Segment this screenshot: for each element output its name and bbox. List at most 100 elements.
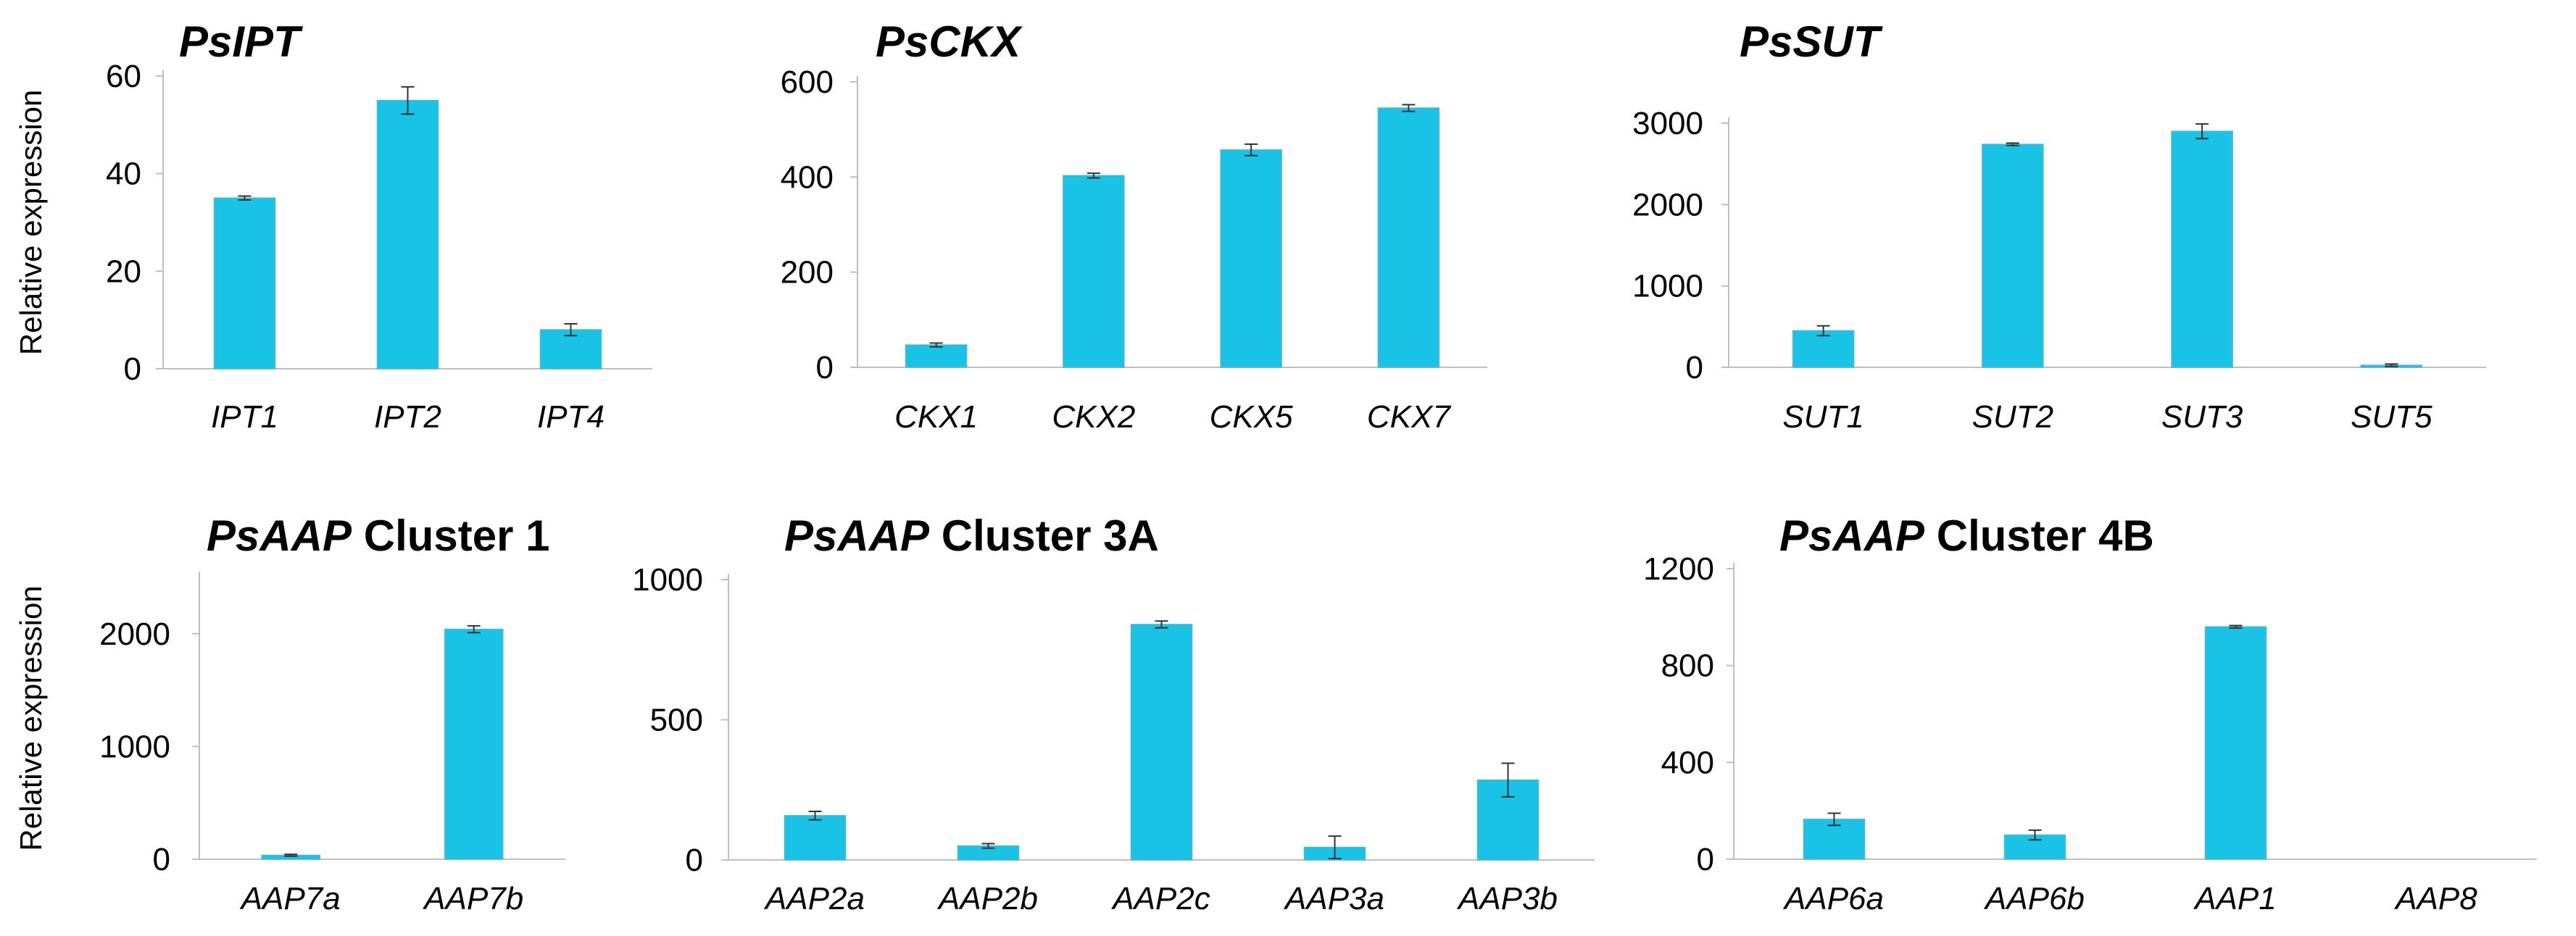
category-label: AAP2a: [763, 881, 865, 916]
category-label: AAP6a: [1782, 881, 1884, 916]
chart-title-gene: PsCKX: [876, 17, 1023, 66]
error-bar-aap6a: [1827, 812, 1841, 827]
chart-title-suffix: Cluster 4B: [1924, 511, 2154, 560]
error-bar-aap7b: [467, 624, 481, 634]
y-tick-label: 400: [1661, 745, 1714, 780]
bar-ckx1: [905, 344, 968, 368]
y-tick-label: 2000: [99, 617, 170, 652]
error-bar-ipt4: [564, 323, 578, 337]
y-tick-label: 60: [106, 59, 141, 94]
error-bar-ckx7: [1402, 104, 1416, 112]
y-tick-label: 0: [124, 351, 141, 387]
category-label: AAP6b: [1983, 881, 2085, 916]
bar-aap1: [2204, 626, 2267, 860]
error-bar-aap2b: [981, 843, 995, 849]
error-bar-ckx1: [929, 342, 943, 348]
chart-title-gene: PsAAP: [207, 511, 352, 560]
y-tick-label: 500: [650, 703, 703, 738]
bar-ckx5: [1220, 149, 1282, 368]
bar-aap2a: [784, 815, 847, 861]
category-label: IPT2: [374, 399, 441, 435]
category-label: AAP3b: [1456, 881, 1558, 916]
error-bar-sut5: [2385, 363, 2398, 367]
category-label: SUT1: [1782, 399, 1864, 435]
y-tick-label: 1000: [632, 562, 703, 598]
chart-title-suffix: Cluster 1: [352, 511, 549, 560]
bar-ckx2: [1063, 175, 1125, 368]
chart-title: PsCKX: [876, 17, 1023, 66]
y-tick-label: 1200: [1643, 551, 1714, 587]
error-bar-aap3a: [1328, 835, 1342, 860]
chart-title: PsAAP Cluster 3A: [784, 511, 1159, 560]
error-bar-sut3: [2195, 123, 2209, 140]
bar-sut3: [2171, 130, 2233, 368]
error-bar-aap7a: [284, 853, 298, 857]
bar-ckx7: [1377, 107, 1440, 368]
error-bar-ipt1: [238, 195, 252, 201]
category-label: AAP2c: [1110, 881, 1210, 916]
y-tick-label: 40: [106, 156, 141, 192]
category-label: AAP3a: [1283, 881, 1384, 916]
chart-title: PsAAP Cluster 1: [207, 511, 550, 560]
y-tick-label: 800: [1661, 648, 1714, 684]
y-tick-label: 200: [781, 255, 834, 291]
y-tick-label: 0: [686, 843, 703, 878]
y-tick-label: 0: [153, 842, 170, 877]
category-label: SUT3: [2161, 399, 2243, 435]
y-tick-label: 0: [1697, 842, 1714, 877]
error-bar-ipt2: [401, 85, 415, 115]
y-tick-label: 400: [781, 159, 834, 195]
y-axis-label: Relative expression: [14, 90, 48, 356]
y-tick-label: 3000: [1632, 106, 1703, 141]
error-bar-aap2c: [1155, 620, 1168, 629]
error-bar-sut1: [1816, 325, 1830, 337]
category-label: AAP8: [2393, 881, 2477, 916]
chart-title-gene: PsAAP: [784, 511, 930, 560]
chart-title: PsIPT: [179, 17, 303, 66]
bar-sut2: [1982, 143, 2044, 368]
category-label: CKX5: [1210, 399, 1293, 435]
chart-panel-1: PsIPT Relative expression 0 20 40 60 IPT1 IPT2 I…: [14, 17, 652, 435]
chart-title-gene: PsAAP: [1779, 511, 1925, 560]
chart-panel-4: PsAAP Cluster 1 Relative expression 0 1000 2…: [14, 511, 565, 916]
chart-panel-3: PsSUT 0 1000 2000 3000 SUT1 SUT2 SUT3 SUT5: [1632, 17, 2486, 435]
y-tick-label: 0: [816, 350, 834, 385]
category-label: CKX2: [1052, 399, 1135, 435]
y-tick-label: 0: [1686, 350, 1703, 385]
chart-panel-5: PsAAP Cluster 3A 0 500 1000 AAP2a AAP2b AAP2c A…: [632, 511, 1595, 916]
category-label: AAP7a: [239, 881, 341, 916]
category-label: AAP2b: [936, 881, 1038, 916]
category-label: SUT2: [1972, 399, 2053, 435]
category-label: IPT4: [537, 399, 604, 435]
bar-ipt2: [376, 99, 439, 369]
bar-sut1: [1792, 330, 1855, 368]
y-tick-label: 1000: [99, 729, 170, 764]
chart-title: PsAAP Cluster 4B: [1779, 511, 2154, 560]
chart-title-gene: PsIPT: [179, 17, 303, 66]
error-bar-sut2: [2006, 142, 2019, 146]
error-bar-ckx5: [1245, 143, 1258, 156]
category-label: CKX7: [1367, 399, 1451, 435]
bar-ipt1: [213, 197, 276, 369]
bar-aap7b: [444, 628, 504, 860]
category-label: AAP1: [2193, 881, 2277, 916]
error-bar-ckx2: [1087, 172, 1100, 179]
category-label: IPT1: [211, 399, 278, 435]
chart-title-suffix: Cluster 3A: [929, 511, 1159, 560]
y-tick-label: 2000: [1632, 187, 1703, 222]
error-bar-aap6b: [2028, 829, 2042, 841]
y-tick-label: 600: [781, 64, 834, 100]
chart-panel-6: PsAAP Cluster 4B 0 400 800 1200 AAP6a AAP6b AAP…: [1643, 511, 2537, 916]
error-bar-aap3b: [1501, 762, 1515, 798]
category-label: SUT5: [2351, 399, 2432, 435]
chart-panel-2: PsCKX 0 200 400 600 CKX1 CKX2 CKX5 CKX7: [781, 17, 1487, 435]
category-label: AAP7b: [422, 881, 523, 916]
category-label: CKX1: [894, 399, 978, 435]
bar-aap2c: [1130, 624, 1193, 861]
chart-title: PsSUT: [1740, 17, 1883, 66]
y-axis-label: Relative expression: [14, 585, 48, 851]
y-tick-label: 1000: [1632, 269, 1703, 304]
y-tick-label: 20: [106, 254, 141, 289]
chart-title-gene: PsSUT: [1740, 17, 1883, 66]
